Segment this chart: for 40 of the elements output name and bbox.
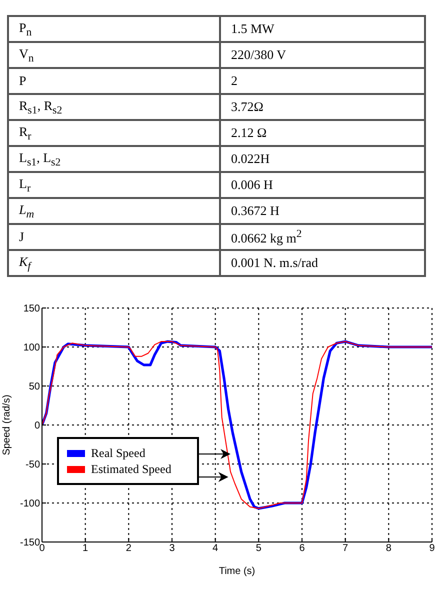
text: 2 <box>220 68 425 94</box>
text: L$_{r}$ <box>8 172 220 198</box>
text: 0.001 N. m.s/rad <box>220 250 425 276</box>
text: 1.5 MW <box>220 16 425 42</box>
x-tick-label: 4 <box>212 543 219 554</box>
x-tick-label: 3 <box>169 543 176 554</box>
y-tick-label: 50 <box>28 382 40 393</box>
text: 3.72Ω <box>220 94 425 120</box>
y-axis-title: Speed (rad/s) <box>2 394 13 456</box>
y-tick-label: 100 <box>23 342 40 354</box>
y-tick-label: -150 <box>20 538 40 549</box>
y-tick-label: 0 <box>34 420 40 432</box>
text: R$_{s1}$, R$_{s2}$ <box>8 94 220 120</box>
x-tick-label: 6 <box>299 543 306 554</box>
y-tick-label: -100 <box>20 498 40 510</box>
text: L$_{s1}$, L$_{s2}$ <box>8 146 220 172</box>
text: 0.022H <box>220 146 425 172</box>
x-tick-label: 5 <box>256 543 262 554</box>
x-axis-title: Time (s) <box>218 566 256 577</box>
text: P <box>8 68 220 94</box>
x-tick-label: 2 <box>126 543 132 554</box>
y-tick-label: 150 <box>23 304 40 315</box>
x-tick-label: 7 <box>342 543 349 554</box>
legend-label: Estimated Speed <box>91 462 172 476</box>
text: V$_{n}$ <box>8 42 220 68</box>
x-tick-label: 9 <box>429 543 436 554</box>
x-tick-label: 8 <box>386 543 392 554</box>
text: J <box>8 224 220 250</box>
text: P$_{n}$ <box>8 16 220 42</box>
text: 0.3672 H <box>220 198 425 224</box>
text: 2.12 Ω <box>220 120 425 146</box>
text: 220/380 V <box>220 42 425 68</box>
y-tick-label: -50 <box>26 460 40 471</box>
text: 0.006 H <box>220 172 425 198</box>
text: 0.0662 kg m$^{2}$ <box>220 224 425 250</box>
text: R$_{r}$ <box>8 120 220 146</box>
legend-label: Real Speed <box>91 446 146 460</box>
text: L$_{m}$ <box>8 198 220 224</box>
x-tick-label: 1 <box>82 543 89 554</box>
text: K$_{f}$ <box>8 250 220 276</box>
